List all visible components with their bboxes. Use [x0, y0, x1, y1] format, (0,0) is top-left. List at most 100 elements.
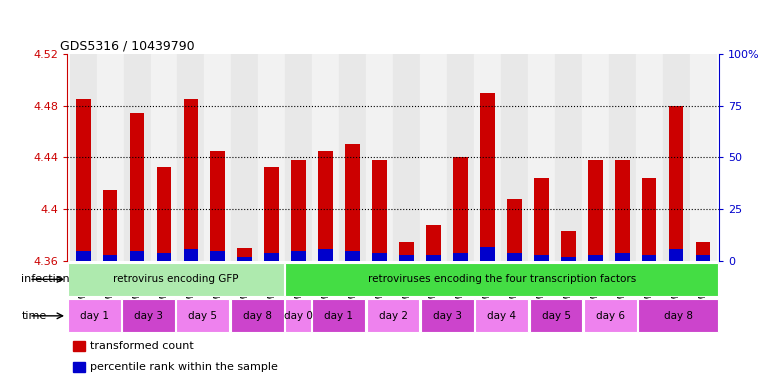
Bar: [367, 300, 419, 332]
Text: time: time: [21, 311, 46, 321]
Bar: [103, 255, 117, 261]
Bar: [476, 300, 528, 332]
Bar: [530, 300, 582, 332]
Bar: [74, 341, 85, 351]
Bar: [285, 54, 312, 261]
Bar: [561, 231, 575, 261]
Bar: [76, 251, 91, 261]
Bar: [393, 54, 420, 261]
Bar: [345, 251, 360, 261]
Bar: [696, 255, 710, 261]
Bar: [291, 160, 306, 261]
Text: day 0: day 0: [284, 311, 312, 321]
Bar: [561, 257, 575, 261]
Bar: [318, 249, 333, 261]
Text: day 8: day 8: [664, 311, 693, 321]
Bar: [312, 300, 365, 332]
Bar: [285, 300, 310, 332]
Bar: [231, 300, 284, 332]
Bar: [421, 300, 474, 332]
Bar: [177, 300, 229, 332]
Bar: [689, 54, 716, 261]
Bar: [264, 253, 279, 261]
Bar: [366, 54, 393, 261]
Bar: [129, 251, 145, 261]
Text: day 6: day 6: [596, 311, 625, 321]
Text: day 3: day 3: [134, 311, 163, 321]
Bar: [426, 225, 441, 261]
Bar: [74, 362, 85, 372]
Text: percentile rank within the sample: percentile rank within the sample: [91, 362, 279, 372]
Bar: [211, 151, 225, 261]
Bar: [183, 99, 199, 261]
Bar: [635, 54, 663, 261]
Bar: [122, 300, 175, 332]
Bar: [453, 253, 468, 261]
Text: GDS5316 / 10439790: GDS5316 / 10439790: [60, 40, 195, 53]
Text: transformed count: transformed count: [91, 341, 194, 351]
Bar: [231, 54, 258, 261]
Bar: [669, 249, 683, 261]
Bar: [696, 242, 710, 261]
Bar: [581, 54, 609, 261]
Bar: [426, 255, 441, 261]
Text: retroviruses encoding the four transcription factors: retroviruses encoding the four transcrip…: [368, 274, 636, 285]
Bar: [183, 249, 199, 261]
Bar: [669, 106, 683, 261]
Bar: [534, 178, 549, 261]
Bar: [399, 255, 414, 261]
Bar: [447, 54, 474, 261]
Text: day 8: day 8: [243, 311, 272, 321]
Bar: [474, 54, 501, 261]
Bar: [177, 54, 205, 261]
Bar: [399, 242, 414, 261]
Bar: [609, 54, 635, 261]
Bar: [205, 54, 231, 261]
Bar: [237, 257, 252, 261]
Bar: [507, 199, 522, 261]
Bar: [68, 300, 120, 332]
Text: day 2: day 2: [378, 311, 408, 321]
Bar: [97, 54, 123, 261]
Bar: [372, 160, 387, 261]
Bar: [642, 255, 657, 261]
Bar: [76, 99, 91, 261]
Text: day 3: day 3: [433, 311, 462, 321]
Bar: [68, 263, 284, 296]
Bar: [318, 151, 333, 261]
Bar: [555, 54, 581, 261]
Bar: [157, 167, 171, 261]
Bar: [534, 255, 549, 261]
Bar: [480, 247, 495, 261]
Text: day 5: day 5: [542, 311, 571, 321]
Bar: [420, 54, 447, 261]
Bar: [264, 167, 279, 261]
Bar: [237, 248, 252, 261]
Bar: [587, 160, 603, 261]
Bar: [663, 54, 689, 261]
Bar: [615, 160, 629, 261]
Bar: [584, 300, 637, 332]
Text: day 5: day 5: [188, 311, 218, 321]
Text: retrovirus encoding GFP: retrovirus encoding GFP: [113, 274, 238, 285]
Bar: [501, 54, 528, 261]
Bar: [151, 54, 177, 261]
Bar: [285, 263, 718, 296]
Bar: [453, 157, 468, 261]
Bar: [642, 178, 657, 261]
Text: day 1: day 1: [80, 311, 109, 321]
Bar: [372, 253, 387, 261]
Bar: [211, 251, 225, 261]
Bar: [345, 144, 360, 261]
Bar: [312, 54, 339, 261]
Text: day 4: day 4: [487, 311, 516, 321]
Bar: [339, 54, 366, 261]
Bar: [528, 54, 555, 261]
Text: infection: infection: [21, 274, 70, 285]
Text: day 1: day 1: [324, 311, 353, 321]
Bar: [638, 300, 718, 332]
Bar: [480, 93, 495, 261]
Bar: [291, 251, 306, 261]
Bar: [157, 253, 171, 261]
Bar: [123, 54, 151, 261]
